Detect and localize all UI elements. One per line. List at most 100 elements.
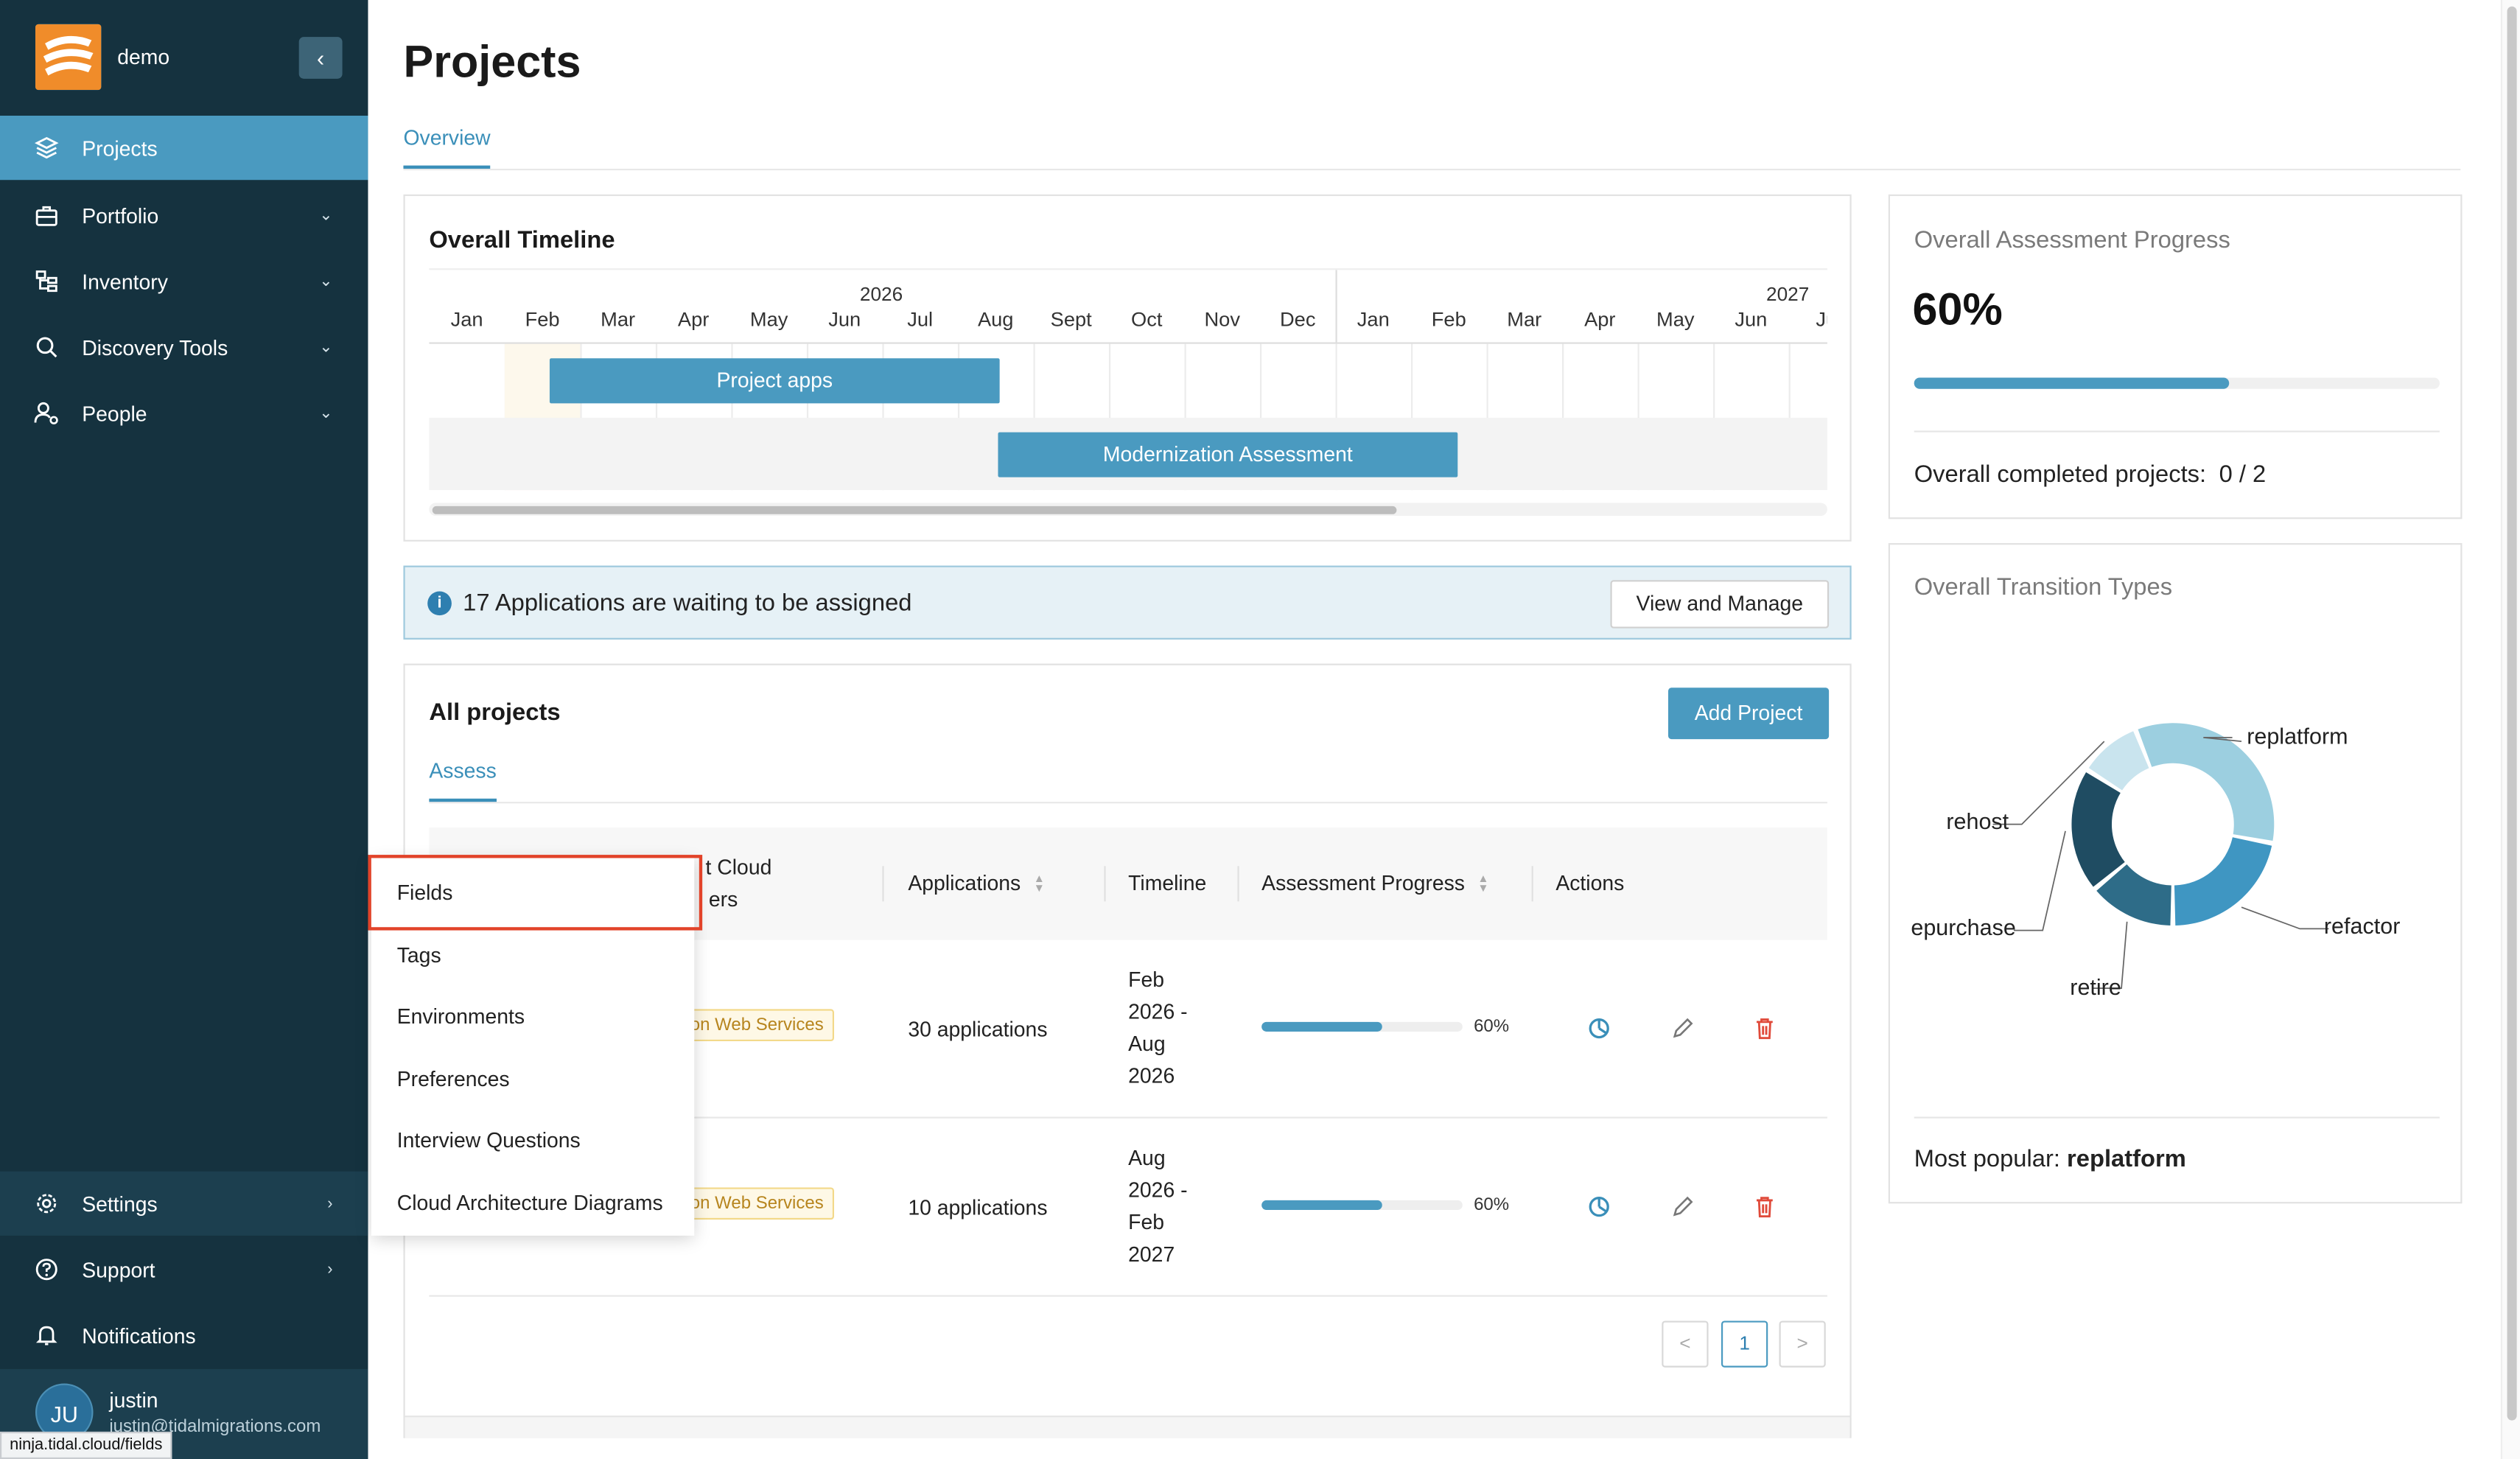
year-divider bbox=[1335, 270, 1337, 343]
page-tabs: Overview bbox=[403, 116, 2461, 171]
delete-trash-icon[interactable] bbox=[1751, 1194, 1777, 1220]
briefcase-icon bbox=[34, 203, 60, 228]
assess-chart-icon[interactable] bbox=[1586, 1194, 1612, 1220]
timeline-title: Overall Timeline bbox=[429, 226, 615, 254]
tab-assess[interactable]: Assess bbox=[429, 758, 497, 802]
pager-page-1[interactable]: 1 bbox=[1721, 1320, 1768, 1368]
transition-types-card: Overall Transition Types replatform refac… bbox=[1888, 543, 2464, 1204]
timeline-bar-project-apps[interactable]: Project apps bbox=[549, 358, 1000, 404]
progress-bar bbox=[1261, 1200, 1463, 1211]
donut-slice-replatform[interactable] bbox=[2138, 723, 2275, 842]
timeline-month-label: Mar bbox=[601, 308, 636, 332]
card-scrollbar bbox=[405, 1416, 1850, 1438]
chevron-left-icon: ‹ bbox=[317, 45, 325, 71]
nav-projects[interactable]: Projects bbox=[0, 116, 368, 181]
page-scrollbar[interactable] bbox=[2500, 0, 2520, 1459]
column-cloud-providers-line1: t Cloud bbox=[705, 855, 772, 879]
menu-item-fields[interactable]: Fields bbox=[396, 880, 453, 905]
progress-fill bbox=[1261, 1021, 1382, 1032]
assessment-label: Overall Assessment Progress bbox=[1914, 226, 2230, 254]
brand: demo ‹ bbox=[0, 0, 368, 116]
scrollbar-thumb[interactable] bbox=[432, 505, 1397, 514]
timeline-scrollbar[interactable] bbox=[429, 503, 1827, 516]
nav-inventory[interactable]: Inventory ⌄ bbox=[0, 249, 368, 313]
nav-projects-label: Projects bbox=[82, 136, 158, 160]
delete-trash-icon[interactable] bbox=[1751, 1015, 1777, 1041]
timeline-gridline bbox=[580, 343, 582, 491]
menu-item-cloud-architecture-diagrams[interactable]: Cloud Architecture Diagrams bbox=[396, 1190, 663, 1215]
divider bbox=[1914, 430, 2440, 433]
nav-portfolio[interactable]: Portfolio ⌄ bbox=[0, 183, 368, 248]
settings-menu: Fields Tags Environments Preferences Int… bbox=[371, 858, 695, 1236]
donut-leader-line bbox=[2241, 906, 2329, 930]
column-assessment-progress[interactable]: Assessment Progress ▲ ▼ bbox=[1261, 871, 1488, 895]
scrollbar-thumb[interactable] bbox=[2507, 6, 2517, 1421]
pager-prev-button[interactable]: < bbox=[1662, 1320, 1709, 1368]
timeline-month-label: Oct bbox=[1130, 308, 1163, 332]
tab-overview[interactable]: Overview bbox=[403, 125, 491, 169]
menu-item-tags[interactable]: Tags bbox=[396, 943, 441, 968]
nav-settings[interactable]: Settings › bbox=[0, 1171, 368, 1236]
sort-icon[interactable]: ▲ ▼ bbox=[1033, 873, 1045, 895]
menu-item-environments[interactable]: Environments bbox=[396, 1004, 525, 1029]
donut-slice-repurchase[interactable] bbox=[2071, 772, 2125, 887]
nav-support-label: Support bbox=[82, 1257, 155, 1282]
timeline-year: 2026 bbox=[859, 282, 903, 306]
timeline-month-label: Apr bbox=[677, 308, 710, 332]
progress-fill bbox=[1261, 1200, 1382, 1211]
edit-pencil-icon[interactable] bbox=[1670, 1015, 1695, 1041]
assess-chart-icon[interactable] bbox=[1586, 1015, 1612, 1041]
logo[interactable] bbox=[35, 24, 102, 91]
sort-icon[interactable]: ▲ ▼ bbox=[1477, 873, 1489, 895]
completed-value: 0 / 2 bbox=[2219, 461, 2267, 489]
assessment-percent: 60% bbox=[1912, 284, 2003, 335]
chevron-right-icon: › bbox=[327, 1260, 333, 1278]
donut-leader-line bbox=[1992, 741, 2105, 825]
view-and-manage-button[interactable]: View and Manage bbox=[1610, 580, 1830, 629]
timeline-part: Aug bbox=[1128, 1145, 1166, 1170]
nav-inventory-label: Inventory bbox=[82, 269, 168, 293]
logo-mark-icon bbox=[35, 24, 102, 91]
timeline-gridline bbox=[1184, 343, 1186, 491]
timeline-gridline bbox=[1411, 343, 1413, 491]
column-divider bbox=[1104, 866, 1106, 902]
add-project-button[interactable]: Add Project bbox=[1668, 687, 1830, 740]
timeline-bar-modernization[interactable]: Modernization Assessment bbox=[998, 432, 1458, 477]
timeline-month-label: Feb bbox=[525, 308, 560, 332]
banner-text: 17 Applications are waiting to be assign… bbox=[463, 589, 912, 617]
timeline-chart[interactable]: 2026 2027 Project apps Modernization Ass… bbox=[429, 268, 1827, 491]
timeline-range: Feb 2026 - Aug 2026 bbox=[1128, 964, 1208, 1092]
timeline-month-label: Apr bbox=[1584, 308, 1616, 332]
donut-slice-refactor[interactable] bbox=[2174, 837, 2272, 926]
divider bbox=[1914, 1116, 2440, 1119]
donut-leader-line bbox=[2013, 830, 2066, 931]
gear-icon bbox=[34, 1191, 60, 1217]
nav-discovery-tools[interactable]: Discovery Tools ⌄ bbox=[0, 315, 368, 379]
donut-label: replatform bbox=[2247, 724, 2348, 749]
collapse-sidebar-button[interactable]: ‹ bbox=[298, 37, 343, 79]
progress-bar bbox=[1261, 1021, 1463, 1032]
timeline-gridline bbox=[1486, 343, 1488, 491]
column-applications[interactable]: Applications ▲ ▼ bbox=[908, 871, 1044, 895]
donut-slice-rehost[interactable] bbox=[2088, 731, 2149, 791]
donut-slice-retire[interactable] bbox=[2096, 864, 2171, 926]
chevron-down-icon: ⌄ bbox=[319, 206, 333, 225]
page-title: Projects bbox=[403, 37, 581, 87]
nav-discovery-label: Discovery Tools bbox=[82, 335, 228, 360]
help-circle-icon bbox=[34, 1256, 60, 1282]
pager-next-button[interactable]: > bbox=[1779, 1320, 1826, 1368]
donut-svg: replatform refactor retire epurchase rehost bbox=[1911, 723, 2400, 1000]
nav-support[interactable]: Support › bbox=[0, 1237, 368, 1301]
edit-pencil-icon[interactable] bbox=[1670, 1194, 1695, 1220]
timeline-gridline bbox=[1108, 343, 1111, 491]
timeline-month-label: Jul bbox=[907, 308, 934, 332]
timeline-month-label: Dec bbox=[1279, 308, 1316, 332]
nav-notifications[interactable]: Notifications bbox=[0, 1303, 368, 1367]
most-popular: Most popular: replatform bbox=[1914, 1146, 2186, 1173]
menu-item-interview-questions[interactable]: Interview Questions bbox=[396, 1127, 581, 1152]
inventory-tree-icon bbox=[34, 268, 60, 294]
menu-item-preferences[interactable]: Preferences bbox=[396, 1066, 510, 1091]
transition-donut-chart[interactable]: replatform refactor retire epurchase rehost bbox=[1890, 689, 2464, 1043]
nav-people[interactable]: People ⌄ bbox=[0, 381, 368, 445]
timeline-gridline bbox=[806, 343, 809, 491]
